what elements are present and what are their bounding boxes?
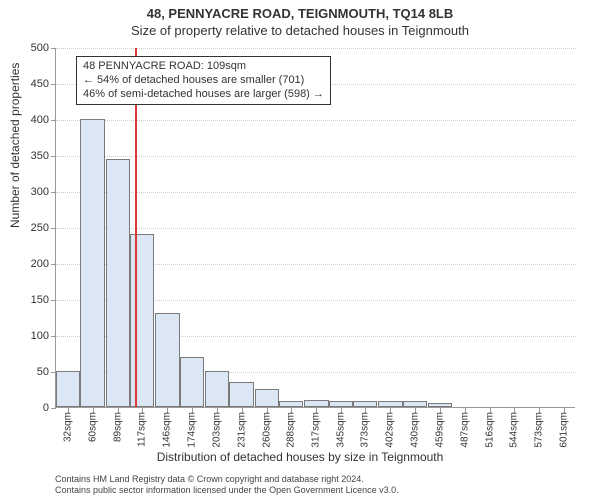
y-tick-mark [51, 408, 56, 409]
annotation-box: 48 PENNYACRE ROAD: 109sqm← 54% of detach… [76, 56, 331, 105]
chart-subtitle: Size of property relative to detached ho… [0, 21, 600, 38]
y-tick-label: 450 [9, 78, 49, 90]
gridline [56, 228, 576, 229]
x-tick-label: 544sqm [509, 412, 520, 448]
y-tick-label: 100 [9, 330, 49, 342]
histogram-bar [403, 401, 427, 407]
histogram-bar [279, 401, 303, 407]
footer-attribution: Contains HM Land Registry data © Crown c… [55, 474, 590, 496]
histogram-bar [329, 401, 353, 407]
x-tick-label: 203sqm [212, 412, 223, 448]
x-tick-label: 260sqm [261, 412, 272, 448]
chart-title: 48, PENNYACRE ROAD, TEIGNMOUTH, TQ14 8LB [0, 0, 600, 21]
gridline [56, 48, 576, 49]
gridline [56, 156, 576, 157]
chart-area: 05010015020025030035040045050032sqm60sqm… [55, 48, 575, 408]
chart-container: 48, PENNYACRE ROAD, TEIGNMOUTH, TQ14 8LB… [0, 0, 600, 500]
x-tick-label: 373sqm [360, 412, 371, 448]
x-tick-label: 89sqm [112, 412, 123, 442]
y-tick-mark [51, 156, 56, 157]
y-tick-label: 200 [9, 258, 49, 270]
x-tick-label: 459sqm [435, 412, 446, 448]
y-tick-mark [51, 120, 56, 121]
x-tick-label: 487sqm [459, 412, 470, 448]
x-tick-label: 174sqm [186, 412, 197, 448]
y-tick-mark [51, 336, 56, 337]
y-tick-label: 350 [9, 150, 49, 162]
x-tick-label: 231sqm [236, 412, 247, 448]
histogram-bar [180, 357, 204, 407]
y-tick-mark [51, 84, 56, 85]
x-tick-label: 60sqm [87, 412, 98, 442]
x-tick-label: 402sqm [385, 412, 396, 448]
y-tick-label: 400 [9, 114, 49, 126]
y-tick-mark [51, 300, 56, 301]
gridline [56, 192, 576, 193]
annotation-line-1: 48 PENNYACRE ROAD: 109sqm [83, 60, 324, 74]
x-tick-label: 288sqm [286, 412, 297, 448]
histogram-bar [80, 119, 104, 407]
y-tick-label: 50 [9, 366, 49, 378]
gridline [56, 120, 576, 121]
y-tick-mark [51, 228, 56, 229]
y-tick-label: 300 [9, 186, 49, 198]
y-tick-label: 500 [9, 42, 49, 54]
y-tick-mark [51, 192, 56, 193]
histogram-bar [106, 159, 130, 407]
y-tick-label: 150 [9, 294, 49, 306]
footer-line-2: Contains public sector information licen… [55, 485, 590, 496]
y-tick-mark [51, 264, 56, 265]
annotation-line-3: 46% of semi-detached houses are larger (… [83, 88, 324, 102]
histogram-bar [428, 403, 452, 407]
x-tick-label: 573sqm [534, 412, 545, 448]
footer-line-1: Contains HM Land Registry data © Crown c… [55, 474, 590, 485]
x-tick-label: 345sqm [335, 412, 346, 448]
histogram-bar [56, 371, 80, 407]
histogram-bar [255, 389, 279, 407]
histogram-bar [130, 234, 154, 407]
x-tick-label: 117sqm [137, 412, 148, 447]
y-tick-mark [51, 48, 56, 49]
histogram-bar [229, 382, 253, 407]
x-axis-title: Distribution of detached houses by size … [0, 450, 600, 464]
x-tick-label: 317sqm [311, 412, 322, 448]
histogram-bar [155, 313, 179, 407]
x-tick-label: 146sqm [162, 412, 173, 448]
annotation-line-2: ← 54% of detached houses are smaller (70… [83, 74, 324, 88]
y-tick-label: 250 [9, 222, 49, 234]
histogram-bar [304, 400, 328, 407]
histogram-bar [353, 401, 377, 407]
y-tick-label: 0 [9, 402, 49, 414]
histogram-bar [378, 401, 402, 407]
x-tick-label: 516sqm [484, 412, 495, 448]
x-tick-label: 32sqm [63, 412, 74, 442]
x-tick-label: 430sqm [409, 412, 420, 448]
x-tick-label: 601sqm [558, 412, 569, 448]
plot-region: 05010015020025030035040045050032sqm60sqm… [55, 48, 575, 408]
histogram-bar [205, 371, 229, 407]
